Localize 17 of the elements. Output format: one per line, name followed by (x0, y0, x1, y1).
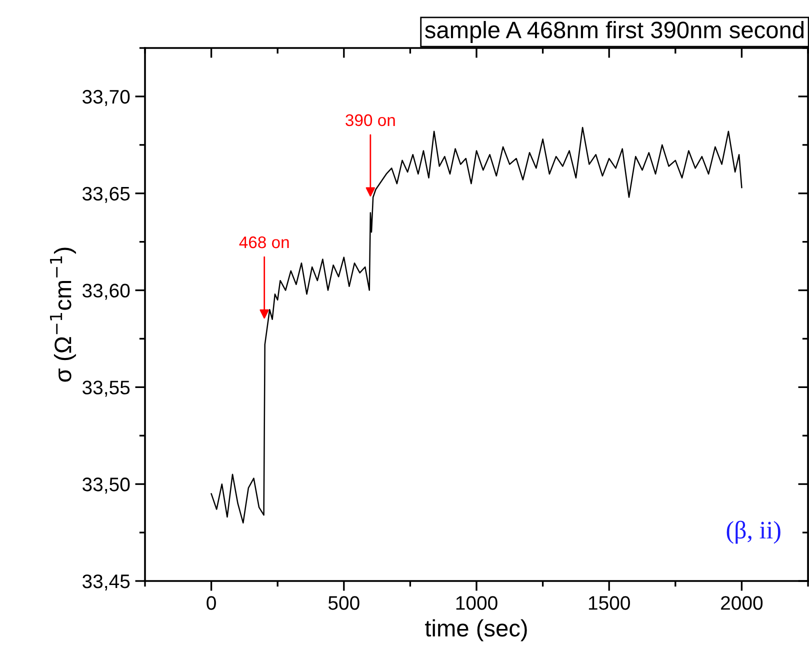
annotation: 390 on (346, 114, 395, 126)
y-tick-label: 33,70 (82, 90, 130, 106)
chart-title: sample A 468nm first 390nm second (425, 20, 804, 44)
x-tick-label: 2000 (721, 596, 763, 610)
x-tick-label: 0 (206, 596, 216, 610)
annotation: 468 on (239, 236, 289, 248)
x-axis-title: time (sec) (425, 619, 527, 642)
y-tick-label: 33,65 (82, 186, 130, 203)
annotation: (β, ii) (726, 520, 780, 544)
y-tick-label: 33,45 (82, 574, 130, 591)
y-tick-label: 33,50 (82, 478, 130, 494)
y-tick-label: 33,55 (82, 380, 130, 397)
x-tick-label: 1000 (456, 596, 498, 610)
x-tick-label: 500 (328, 596, 360, 610)
y-axis-title: σ (Ω$^{−1}$cm$^{−1}$) (50, 248, 76, 382)
y-tick-label: 33,60 (82, 284, 130, 300)
x-tick-label: 1500 (588, 596, 630, 610)
